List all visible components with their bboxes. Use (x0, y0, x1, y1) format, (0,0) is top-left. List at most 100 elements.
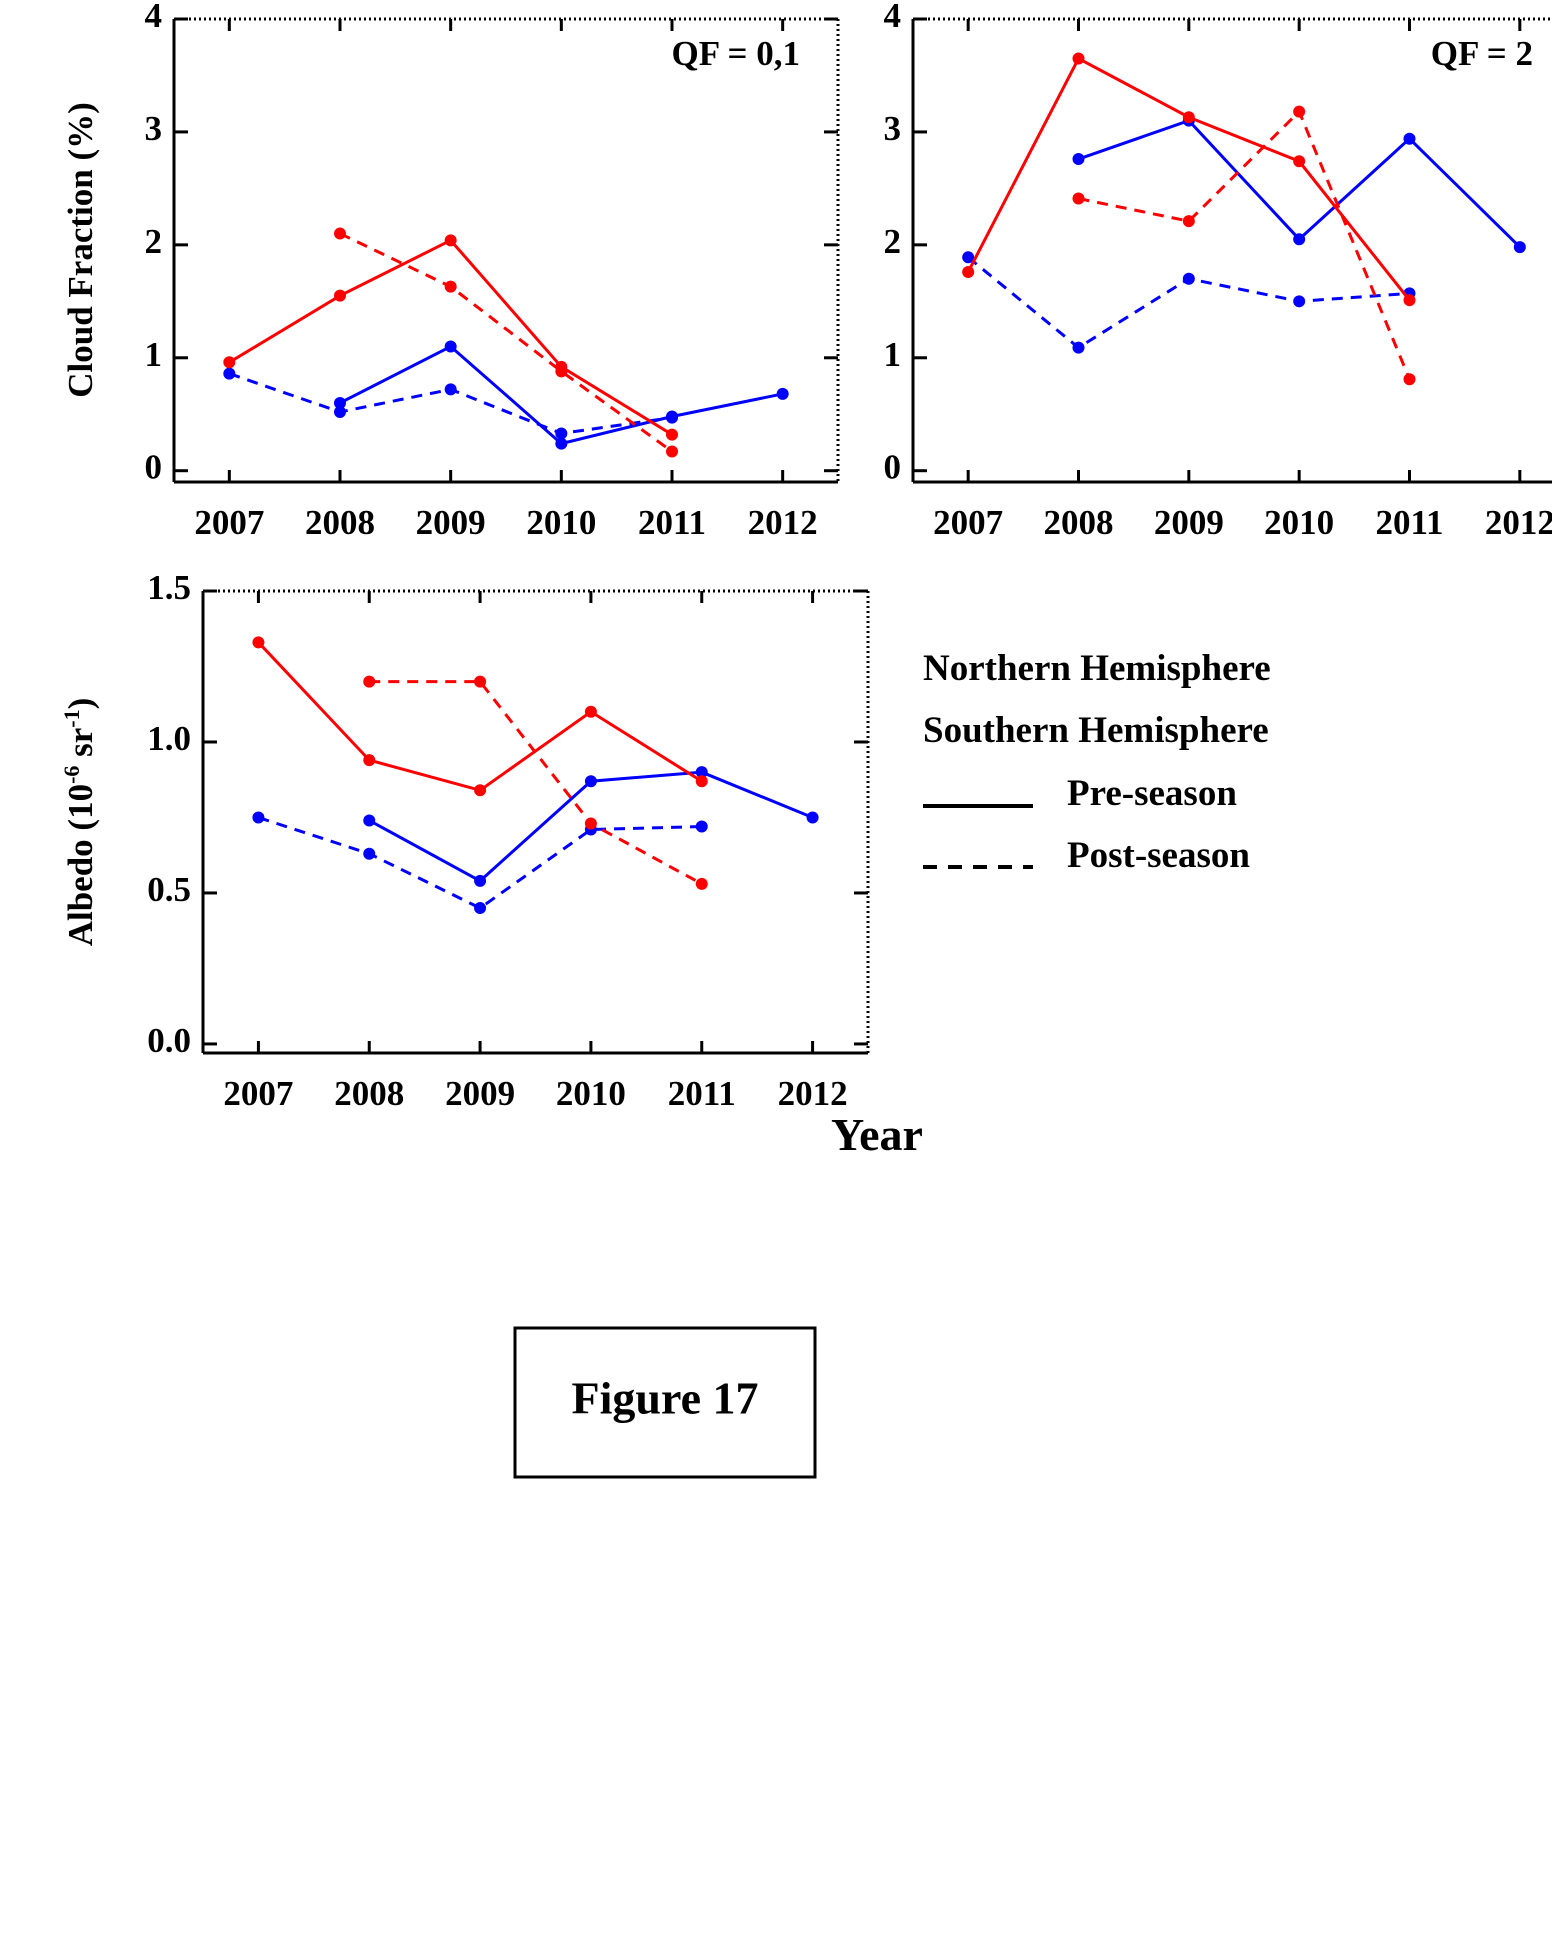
data-point-south (363, 754, 376, 767)
y-tick-label: 3 (884, 109, 902, 148)
data-point-north (252, 811, 265, 824)
data-point-south (1403, 373, 1416, 386)
series-line-south-post (369, 680, 703, 886)
data-point-south (1293, 105, 1306, 118)
legend-post-label: Post-season (1067, 835, 1250, 876)
data-point-south (363, 675, 376, 688)
data-point-north (1513, 241, 1526, 254)
series-line-north-pre (1078, 118, 1521, 249)
y-tick-label: 0 (145, 448, 163, 487)
caption-box (513, 1326, 817, 1479)
x-tick-label: 2011 (638, 503, 706, 542)
x-tick-label: 2010 (1264, 503, 1334, 542)
y-tick-label: 3 (145, 109, 163, 148)
data-point-north (695, 766, 708, 779)
legend-south-label: Southern Hemisphere (923, 710, 1269, 751)
data-point-south (1072, 52, 1085, 65)
x-tick-label: 2011 (668, 1074, 736, 1113)
y-tick-label: 4 (145, 0, 163, 35)
y-tick-label: 1 (145, 335, 163, 374)
data-point-north (695, 820, 708, 833)
x-tick-label: 2011 (1375, 503, 1443, 542)
panel-title: QF = 2 (1431, 34, 1533, 73)
y-axis-title: Cloud Fraction (%) (61, 102, 100, 398)
data-point-north (1072, 153, 1085, 166)
cloud-fraction-qf2-chart: 0 1 2 3 4 2007 2008 2009 2010 2011 2012 QF = 2 (884, 0, 1552, 542)
x-tick-label: 2008 (305, 503, 375, 542)
series-line-south-post (339, 232, 673, 453)
albedo-chart: 0.0 0.5 1.0 1.5 2007 2008 2009 2010 2011 2012 Albe… (59, 568, 923, 1160)
x-tick-label: 2008 (334, 1074, 404, 1113)
legend-pre-label: Pre-season (1067, 773, 1237, 814)
data-point-north (444, 383, 457, 396)
series-line-south-pre (257, 641, 703, 792)
series-line-north-post (967, 256, 1410, 350)
data-point-north (334, 405, 346, 418)
data-point-south (444, 234, 457, 247)
x-tick-label: 2007 (194, 503, 264, 542)
data-point-south (962, 265, 975, 278)
y-tick-label: 0.0 (147, 1021, 191, 1060)
x-tick-label: 2010 (526, 503, 596, 542)
data-point-north (444, 340, 457, 353)
x-tick-label: 2009 (445, 1074, 515, 1113)
x-tick-label: 2012 (748, 503, 818, 542)
data-point-north (334, 396, 346, 409)
legend: Northern Hemisphere Southern Hemisphere … (923, 648, 1271, 876)
y-tick-label: 4 (884, 0, 902, 35)
data-point-south (1293, 155, 1306, 168)
figure-caption: Figure 17 (572, 1373, 759, 1424)
data-point-north (1403, 132, 1416, 145)
x-tick-label: 2007 (933, 503, 1003, 542)
x-tick-label: 2007 (223, 1074, 293, 1113)
data-point-south (1182, 111, 1195, 124)
data-point-south (474, 675, 487, 688)
data-point-north (1072, 341, 1085, 354)
data-point-south (695, 775, 708, 788)
x-tick-label: 2009 (1154, 503, 1224, 542)
data-point-north (474, 874, 487, 887)
y-tick-label: 1.5 (147, 568, 191, 607)
data-point-south (474, 784, 487, 797)
data-point-south (1403, 294, 1416, 307)
series-line-south-pre (966, 56, 1411, 302)
y-axis-title: Albedo (10-6 sr-1) (59, 698, 100, 947)
data-point-north (962, 251, 975, 264)
data-point-south (252, 636, 265, 649)
y-tick-label: 1.0 (147, 719, 191, 758)
y-tick-label: 2 (884, 222, 902, 261)
y-tick-label: 0 (884, 448, 902, 487)
series-line-north-post (228, 372, 673, 435)
data-point-north (555, 437, 568, 450)
series-line-south-post (1078, 108, 1411, 380)
data-point-north (776, 387, 789, 400)
data-point-south (584, 705, 597, 718)
data-point-north (474, 902, 487, 915)
legend-north-label: Northern Hemisphere (923, 648, 1271, 689)
x-tick-label: 2008 (1044, 503, 1114, 542)
series-line-south-pre (228, 238, 673, 436)
data-point-south (555, 365, 568, 378)
data-point-north (666, 411, 678, 424)
data-point-north (363, 814, 376, 827)
data-point-south (1072, 192, 1085, 205)
data-point-north (363, 847, 376, 860)
x-tick-label: 2012 (778, 1074, 848, 1113)
data-point-south (223, 356, 236, 369)
series-line-north-post (257, 816, 702, 910)
data-point-north (223, 367, 236, 380)
y-tick-label: 2 (145, 222, 163, 261)
y-tick-label: 1 (884, 335, 902, 374)
data-point-north (1293, 295, 1306, 308)
y-tick-label: 0.5 (147, 870, 191, 909)
data-point-south (334, 289, 346, 302)
data-point-north (1293, 233, 1306, 246)
data-point-south (584, 817, 597, 830)
data-point-north (1182, 272, 1195, 285)
data-point-north (584, 775, 597, 788)
data-point-south (666, 445, 678, 458)
data-point-south (1182, 215, 1195, 228)
data-point-south (444, 280, 457, 293)
data-point-south (334, 227, 346, 240)
